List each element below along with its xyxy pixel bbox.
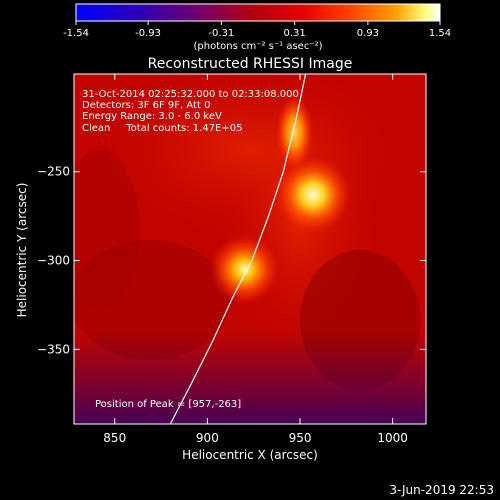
annotation-energy: Energy Range: 3.0 - 6.0 keV (82, 111, 222, 122)
colorbar-tick-label: 1.54 (429, 28, 451, 39)
x-tick-label: 850 (103, 431, 126, 445)
x-tick-label: 900 (196, 431, 219, 445)
annotation-detectors: Detectors: 3F 6F 9F, Att 0 (82, 100, 210, 111)
y-axis-ticks: −250 −300 −350 (37, 165, 426, 356)
annotation-time-range: 31-Oct-2014 02:25:32.000 to 02:33:08.000 (82, 89, 299, 100)
footer-date: 3-Jun-2019 22:53 (389, 483, 494, 497)
x-tick-label: 1000 (377, 431, 408, 445)
colorbar (75, 3, 441, 22)
solar-limb-curve (169, 74, 307, 424)
colorbar-tick-label: -0.93 (135, 28, 161, 39)
emission-source (210, 235, 279, 304)
y-tick-label: −250 (37, 165, 70, 179)
chart-title: Reconstructed RHESSI Image (148, 56, 353, 72)
colorbar-units: (photons cm⁻² s⁻¹ asec⁻²) (193, 41, 322, 52)
colorbar-tick-label: 0.93 (357, 28, 379, 39)
colorbar-tick-label: 0.31 (284, 28, 306, 39)
x-axis-ticks: 850 900 950 1000 (103, 74, 408, 445)
peak-position-label: Position of Peak = [957,-263] (95, 399, 241, 410)
colorbar-ticks: -1.54 -0.93 -0.31 0.31 0.93 1.54 (63, 21, 451, 39)
heatmap-image (74, 74, 426, 424)
y-axis-label: Heliocentric Y (arcsec) (15, 183, 29, 318)
colorbar-tick-label: -1.54 (63, 28, 89, 39)
x-axis-label: Heliocentric X (arcsec) (182, 448, 318, 462)
emission-source (276, 95, 313, 170)
colorbar-tick-label: -0.31 (208, 28, 234, 39)
x-tick-label: 950 (289, 431, 312, 445)
annotation-counts: Clean Total counts: 1.47E+05 (82, 123, 242, 134)
y-tick-label: −350 (37, 342, 70, 356)
y-tick-label: −300 (37, 254, 70, 268)
emission-source (274, 156, 351, 233)
plot-frame (73, 73, 427, 425)
emission-sources (210, 95, 351, 304)
